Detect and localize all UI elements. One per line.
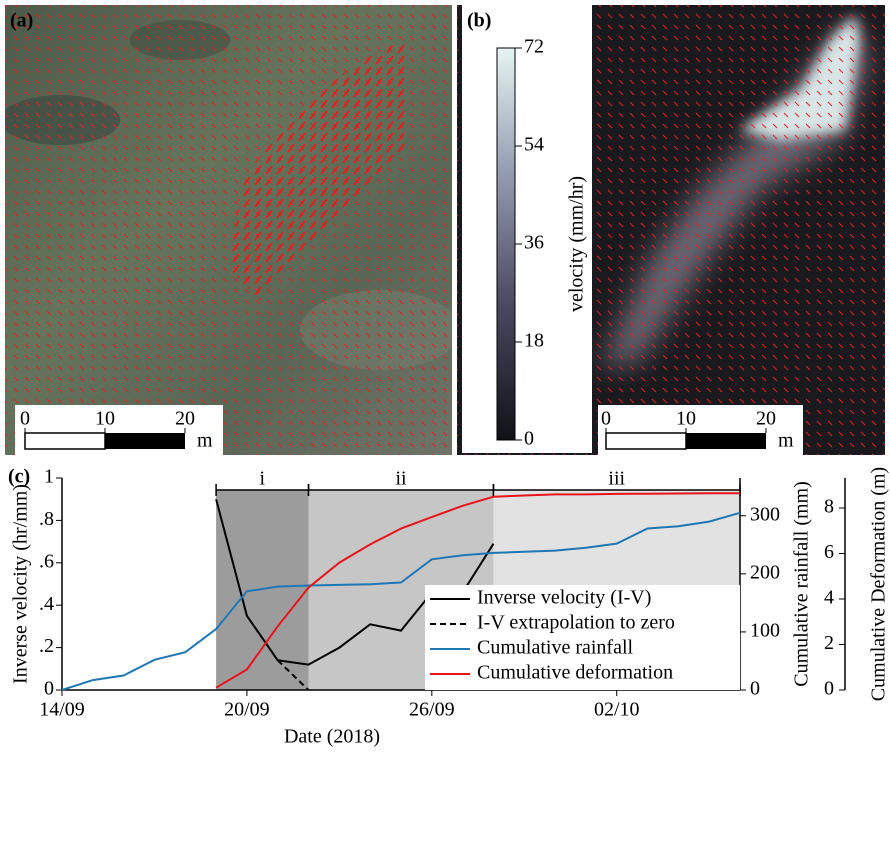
panel-label: (c) (8, 466, 30, 488)
y3-axis-title: Cumulative Deformation (m) (868, 467, 890, 701)
photo-panel (5, 5, 452, 455)
colorbar-box (462, 5, 592, 453)
colorbar-label: 72 (524, 36, 544, 58)
y3-tick-label: 6 (824, 541, 834, 563)
series-line (61, 511, 741, 691)
y3-tick-label: 4 (824, 587, 834, 609)
phase-label: iii (608, 468, 625, 490)
y-tick-label: 1 (44, 466, 54, 488)
x-tick-label: 26/09 (409, 699, 455, 721)
scalebar-label: 10 (95, 408, 115, 430)
y-axis-title: Inverse velocity (hr/mm) (10, 484, 32, 684)
legend-box (425, 585, 740, 690)
y-tick-label: .4 (39, 593, 54, 615)
scalebar-label: 0 (601, 408, 611, 430)
legend-label: Cumulative rainfall (477, 637, 634, 659)
y3-tick-label: 0 (824, 678, 834, 700)
y2-tick-label: 200 (750, 561, 780, 583)
series-line (215, 492, 740, 689)
scalebar-black (686, 433, 766, 449)
scalebar-label: 20 (175, 408, 195, 430)
scalebar-unit: m (778, 430, 794, 452)
y-tick-label: 0 (44, 678, 54, 700)
scalebar-white (24, 432, 106, 450)
scalebar-label: 0 (20, 408, 30, 430)
panel-label: (a) (10, 10, 33, 32)
panel-label: (b) (467, 10, 491, 32)
colorbar (496, 47, 516, 441)
legend-label: Cumulative deformation (477, 662, 673, 684)
legend-label: Inverse velocity (I-V) (477, 587, 651, 609)
y3-tick-label: 2 (824, 632, 834, 654)
colorbar-title: velocity (mm/hr) (566, 176, 588, 312)
scalebar-black (105, 433, 185, 449)
y-tick-label: .2 (39, 635, 54, 657)
y-tick-label: .6 (39, 550, 54, 572)
x-tick-label: 20/09 (224, 699, 270, 721)
x-tick-label: 14/09 (39, 699, 85, 721)
y2-tick-label: 0 (750, 678, 760, 700)
y3-tick-label: 8 (824, 496, 834, 518)
y2-tick-label: 300 (750, 503, 780, 525)
phase-label: i (260, 468, 266, 490)
x-axis-title: Date (2018) (284, 726, 380, 748)
x-tick-label: 02/10 (594, 699, 640, 721)
colorbar-label: 36 (524, 232, 544, 254)
legend-label: I-V extrapolation to zero (477, 612, 675, 634)
colorbar-label: 18 (524, 330, 544, 352)
colorbar-label: 0 (524, 428, 534, 450)
scalebar-label: 20 (756, 408, 776, 430)
colorbar-label: 54 (524, 134, 544, 156)
scalebar-white (605, 432, 687, 450)
scalebar-label: 10 (676, 408, 696, 430)
y-tick-label: .8 (39, 508, 54, 530)
scalebar-unit: m (197, 430, 213, 452)
y2-tick-label: 100 (750, 620, 780, 642)
phase-region (216, 490, 309, 690)
series-line (277, 659, 310, 691)
phase-label: ii (395, 468, 407, 490)
y2-axis-title: Cumulative rainfall (mm) (791, 481, 813, 687)
